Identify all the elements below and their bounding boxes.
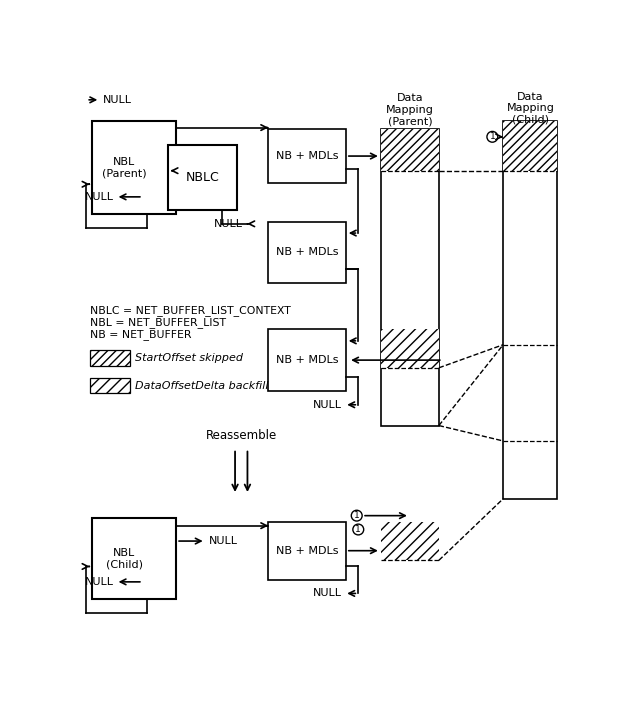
Text: NB = NET_BUFFER: NB = NET_BUFFER xyxy=(90,329,192,340)
Text: NB + MDLs: NB + MDLs xyxy=(276,355,338,365)
Bar xyxy=(92,518,176,599)
Text: NULL: NULL xyxy=(313,589,342,599)
Bar xyxy=(381,129,439,426)
Text: NBLC: NBLC xyxy=(186,171,219,184)
Text: Reassemble: Reassemble xyxy=(205,429,277,442)
Bar xyxy=(503,121,558,171)
Text: NULL: NULL xyxy=(208,536,238,546)
Text: DataOffsetDelta backfill: DataOffsetDelta backfill xyxy=(135,380,269,390)
Bar xyxy=(268,522,346,580)
Bar xyxy=(90,350,131,366)
Bar xyxy=(268,329,346,391)
Text: StartOffset skipped: StartOffset skipped xyxy=(135,353,243,363)
Bar xyxy=(381,329,439,368)
Bar xyxy=(381,522,439,560)
Text: NULL: NULL xyxy=(85,577,114,587)
Text: NBL
(Child): NBL (Child) xyxy=(106,547,143,569)
Text: 1: 1 xyxy=(355,525,361,534)
Text: Data
Mapping
(Child): Data Mapping (Child) xyxy=(506,92,555,125)
Text: NB + MDLs: NB + MDLs xyxy=(276,546,338,556)
Bar xyxy=(268,129,346,183)
Bar xyxy=(92,121,176,214)
Text: Data
Mapping
(Parent): Data Mapping (Parent) xyxy=(386,93,434,127)
Bar xyxy=(381,129,439,171)
Text: NBL
(Parent): NBL (Parent) xyxy=(102,157,146,179)
Text: NULL: NULL xyxy=(313,400,342,410)
Text: NB + MDLs: NB + MDLs xyxy=(276,247,338,257)
Text: NULL: NULL xyxy=(214,219,243,228)
Bar xyxy=(90,378,131,393)
Text: NBL = NET_BUFFER_LIST: NBL = NET_BUFFER_LIST xyxy=(90,317,226,328)
Bar xyxy=(268,221,346,283)
Text: NULL: NULL xyxy=(103,95,133,105)
Text: NULL: NULL xyxy=(85,192,114,202)
Text: NB + MDLs: NB + MDLs xyxy=(276,151,338,161)
Text: NBLC = NET_BUFFER_LIST_CONTEXT: NBLC = NET_BUFFER_LIST_CONTEXT xyxy=(90,304,291,315)
Bar xyxy=(168,145,237,210)
Text: 1: 1 xyxy=(489,132,495,141)
Text: 1: 1 xyxy=(354,511,360,520)
Bar xyxy=(503,121,558,499)
